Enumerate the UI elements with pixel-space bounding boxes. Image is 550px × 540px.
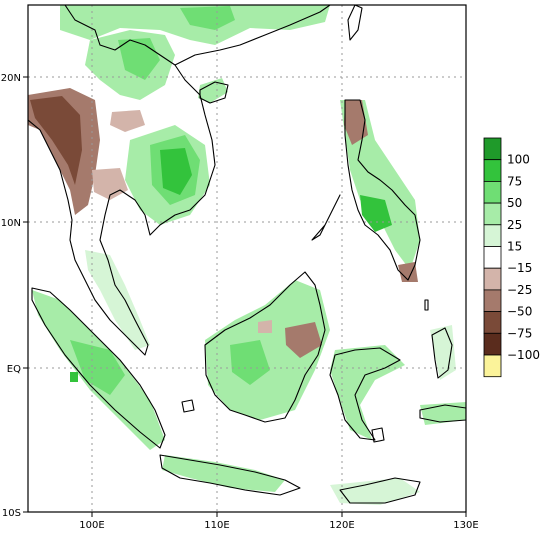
lat-tick-eq: EQ	[7, 364, 21, 375]
shade-java	[162, 455, 285, 492]
shade-philippines-brown	[344, 100, 368, 145]
coast-hainan	[199, 81, 229, 104]
color-legend: 100 75 50 25 15 −15 −25 −50 −75 −100	[483, 137, 540, 378]
shade-philippines	[340, 100, 420, 270]
legend-swatch	[483, 289, 502, 312]
legend-label: −15	[507, 261, 532, 275]
lon-tick-110e: 110E	[204, 520, 229, 531]
shade-north-band-strong	[180, 6, 235, 30]
shade-borneo	[205, 280, 330, 420]
shade-borneo-brown-small	[258, 320, 272, 333]
shade-sumatra-dot	[70, 372, 78, 382]
lon-tick-120e: 120E	[329, 520, 354, 531]
shade-myanmar-brown-dark	[30, 96, 82, 185]
plot-frame	[27, 4, 467, 513]
legend-label: −50	[507, 305, 532, 319]
legend-swatch	[483, 137, 502, 161]
legend-label: −25	[507, 283, 532, 297]
lat-tick-10n: 10N	[1, 218, 21, 229]
coast-small-island-2	[371, 427, 385, 443]
coast-java	[159, 454, 301, 496]
legend-label: 75	[507, 174, 522, 188]
shade-timor	[330, 478, 420, 505]
coast-sulawesi	[329, 347, 401, 441]
shade-philippines-brown-s	[398, 262, 418, 282]
shade-cambodia-strong	[160, 148, 192, 195]
legend-swatch	[483, 267, 502, 291]
legend-swatch	[483, 180, 502, 204]
coast-small-island-1	[181, 399, 195, 413]
legend-swatch	[483, 159, 502, 182]
coast-borneo	[204, 271, 326, 423]
legend-swatch	[483, 202, 502, 226]
legend-label: 100	[507, 153, 530, 167]
legend-swatch	[483, 311, 502, 334]
legend-label: 50	[507, 196, 522, 210]
tick-marks	[23, 76, 467, 517]
lon-tick-100e: 100E	[79, 520, 104, 531]
shade-sulawesi	[330, 345, 405, 440]
legend-swatch	[483, 246, 502, 269]
legend-swatch	[483, 354, 502, 378]
coast-sumatra	[31, 287, 166, 449]
shade-hainan	[198, 78, 228, 103]
shade-borneo-brown	[285, 322, 322, 358]
coast-taiwan	[347, 5, 363, 41]
coast-east-islands	[419, 404, 466, 423]
legend-label: 25	[507, 218, 522, 232]
anomaly-shading	[28, 5, 466, 505]
legend-label: −100	[507, 348, 540, 362]
coast-gulf-tonkin	[174, 5, 331, 66]
coast-small-island-3	[424, 299, 429, 311]
legend-label: −75	[507, 326, 532, 340]
shade-malay	[85, 250, 150, 350]
legend-swatch	[483, 332, 502, 356]
shade-philippines-strong	[360, 195, 392, 232]
graticule	[28, 5, 466, 512]
coastlines	[28, 5, 466, 504]
lon-tick-130e: 130E	[453, 520, 478, 531]
lat-tick-10s: 10S	[2, 508, 21, 519]
shade-borneo-mid	[230, 340, 270, 385]
shade-thai-brown	[92, 168, 128, 200]
shade-thai-center	[110, 110, 145, 132]
shade-sumatra-mid	[70, 340, 125, 395]
coast-luzon	[344, 99, 421, 281]
legend-swatch	[483, 224, 502, 247]
coast-timor	[339, 477, 421, 504]
coast-halmahera	[431, 327, 453, 379]
lat-tick-20n: 20N	[1, 73, 21, 84]
coast-palawan	[311, 194, 341, 241]
legend-label: 15	[507, 240, 522, 254]
coast-mainland	[28, 5, 216, 356]
